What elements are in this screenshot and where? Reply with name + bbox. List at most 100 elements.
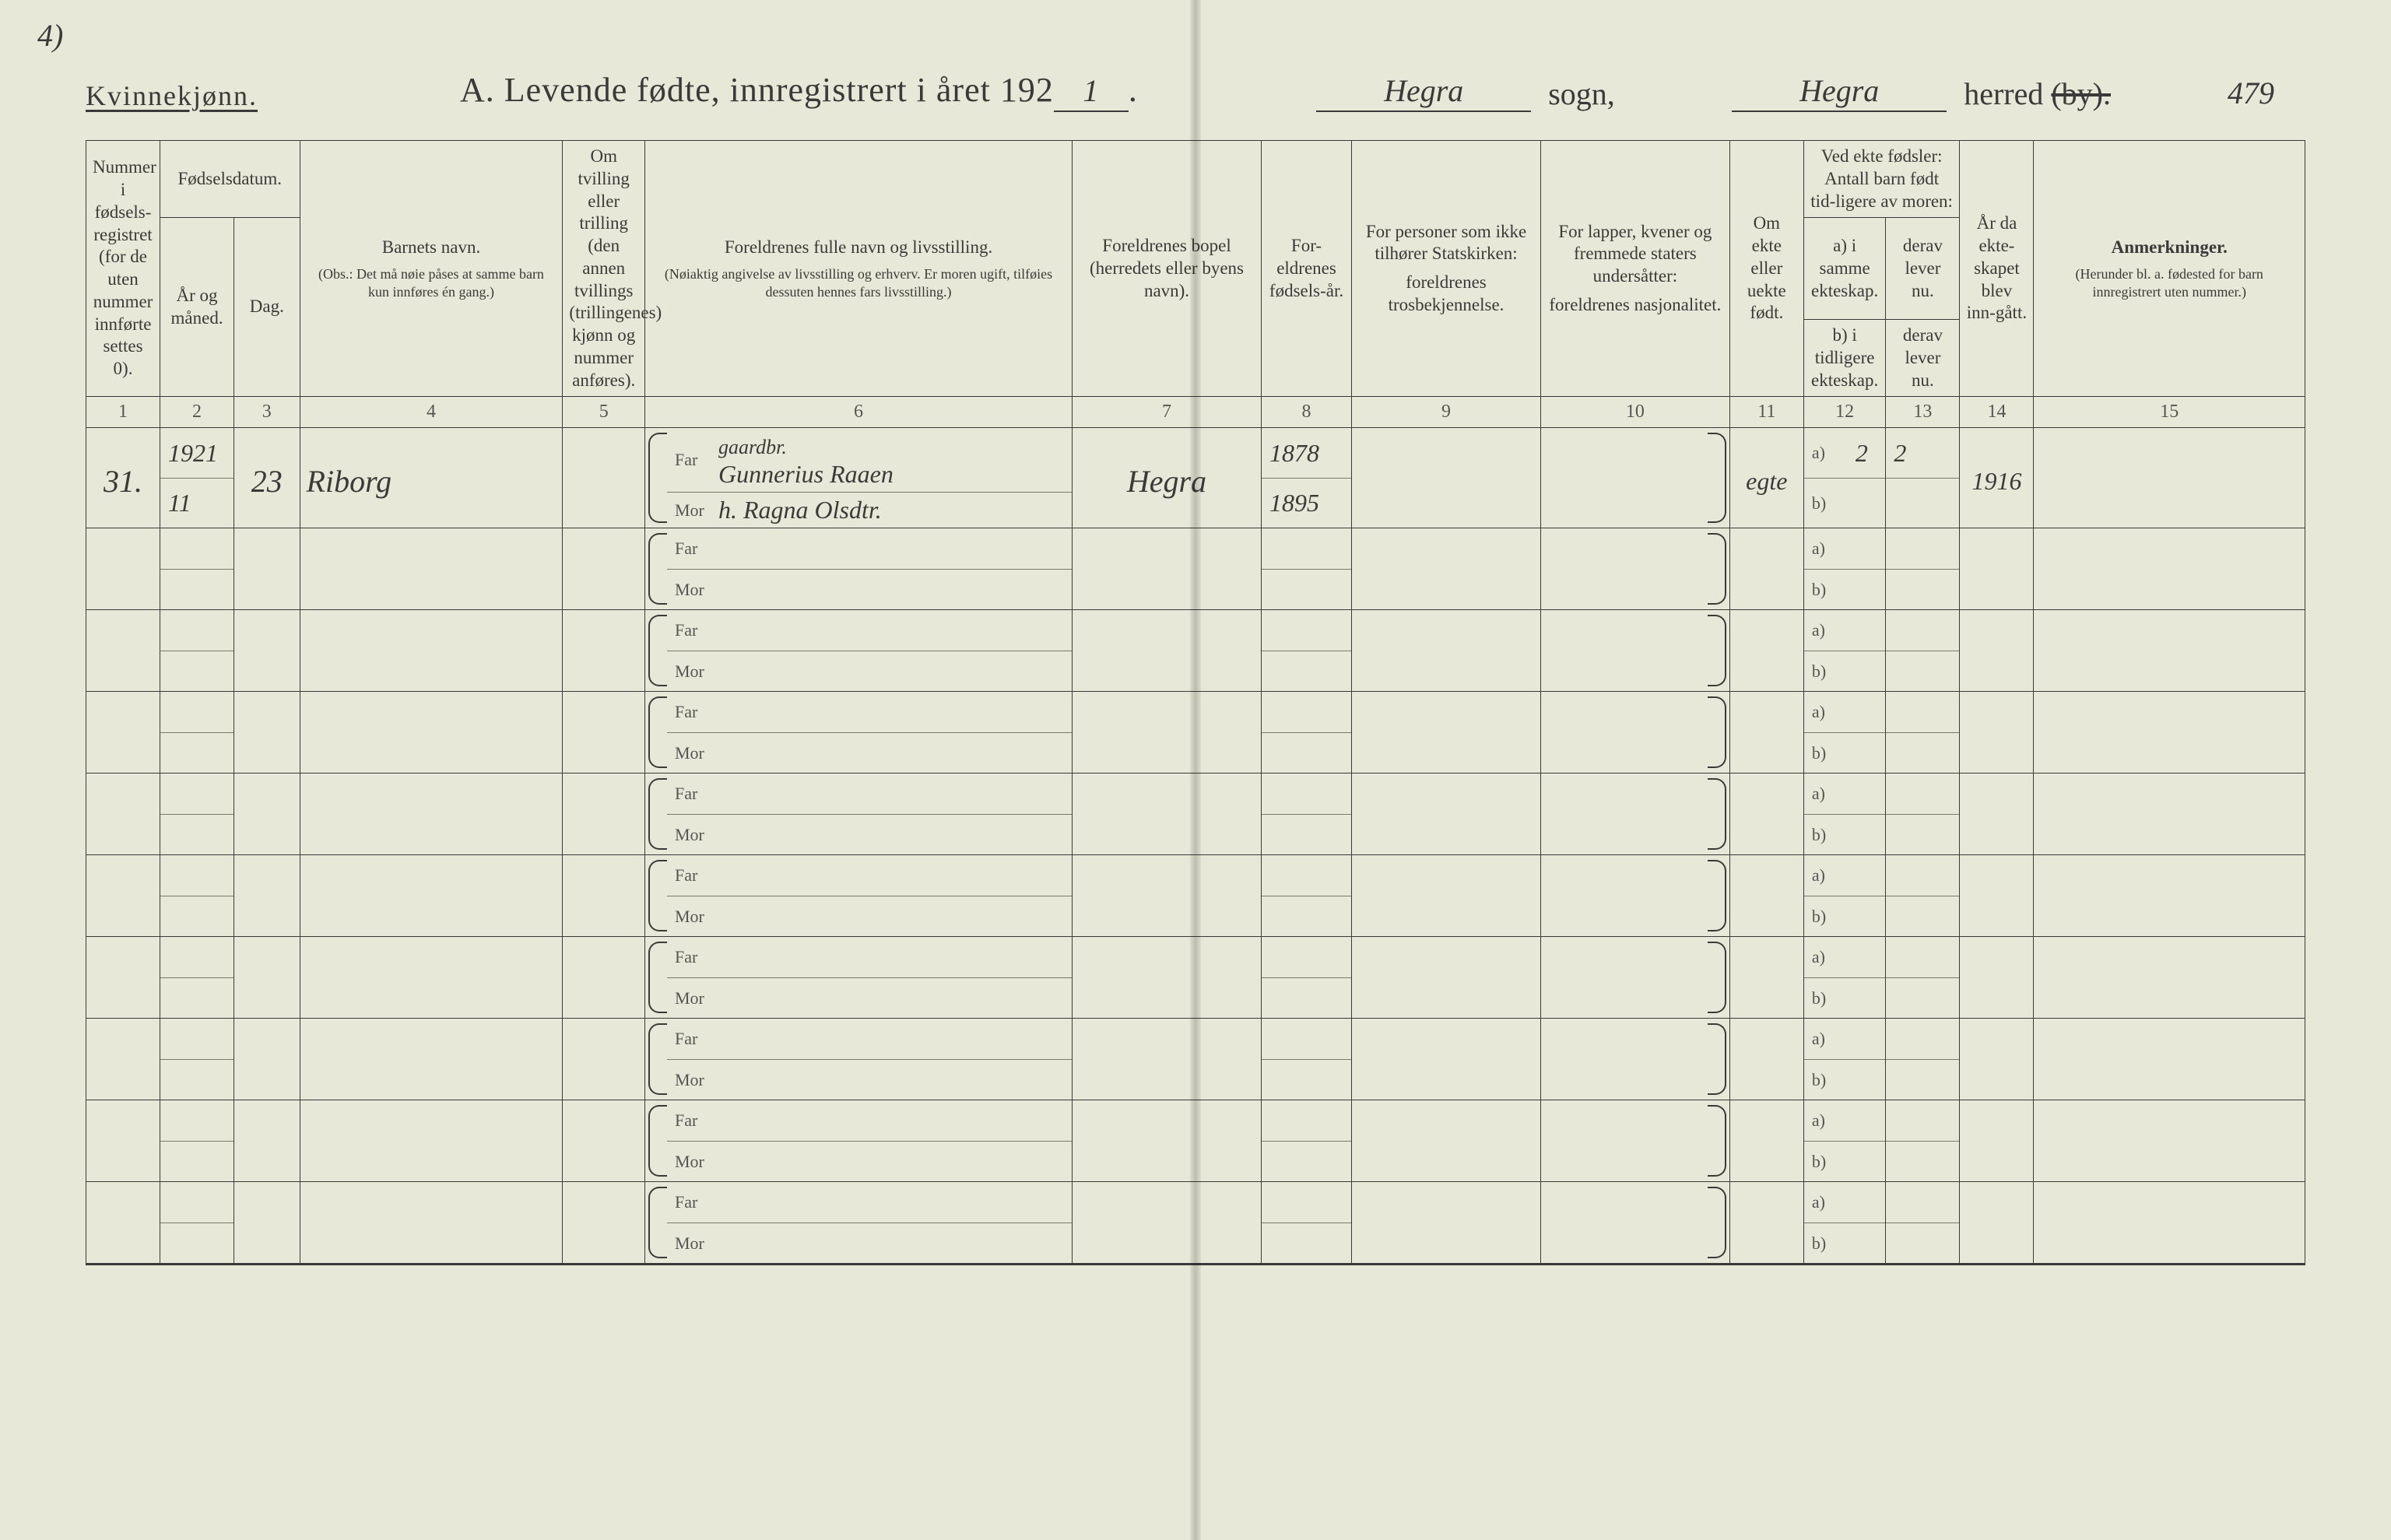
- c12b-line: b): [1804, 1059, 1886, 1100]
- cell: [234, 855, 300, 937]
- b-label: b): [1812, 825, 1846, 845]
- cell: [1073, 528, 1262, 610]
- father-line: Far: [667, 855, 1072, 896]
- a-label: a): [1812, 1192, 1846, 1212]
- cell: [1073, 1100, 1262, 1182]
- residence: Hegra: [1073, 428, 1261, 534]
- a-label: a): [1812, 947, 1846, 967]
- far-label: Far: [675, 702, 709, 722]
- year-fill: 1: [1054, 72, 1129, 112]
- cell: [1261, 1019, 1351, 1100]
- entry-number: [86, 610, 160, 697]
- mor-label: Mor: [675, 1233, 709, 1254]
- cell: [1073, 692, 1262, 774]
- religion: [1352, 1182, 1540, 1269]
- religion: [1352, 774, 1540, 861]
- marriage-year: [1960, 1100, 2033, 1187]
- col-6a: Foreldrenes fulle navn og livsstilling.: [651, 237, 1066, 259]
- mor-label: Mor: [675, 1152, 709, 1172]
- birth-year: [160, 692, 233, 732]
- colnum: 6: [645, 397, 1073, 428]
- mother-line: Mor: [667, 1059, 1072, 1100]
- mother-birthyear: [1262, 651, 1351, 692]
- page-header: Kvinnekjønn. A. Levende fødte, innregist…: [86, 70, 2305, 112]
- cell: [234, 1019, 300, 1100]
- corner-annotation: 4): [37, 17, 63, 54]
- cell: [1886, 855, 1960, 937]
- colnum: 14: [1960, 397, 2034, 428]
- cell: [234, 937, 300, 1019]
- child-name: [300, 774, 563, 861]
- cell: [160, 692, 234, 774]
- cell: a) b): [1803, 610, 1886, 692]
- cell: [234, 1100, 300, 1182]
- far-label: Far: [675, 947, 709, 967]
- cell: [1886, 610, 1960, 692]
- b-label: b): [1812, 1233, 1846, 1254]
- a-label: a): [1812, 443, 1846, 463]
- marriage-year: 1916: [1960, 428, 2033, 534]
- cell: [1540, 937, 1729, 1019]
- mother-line: Mor: [667, 732, 1072, 774]
- col-10-head: For lapper, kvener og fremmede staters u…: [1540, 141, 1729, 397]
- marriage-year: [1960, 528, 2033, 616]
- c12a-line: a): [1804, 692, 1886, 732]
- cell: [234, 692, 300, 774]
- cell: [1540, 1182, 1729, 1265]
- far-label: Far: [675, 1192, 709, 1212]
- cell: 2: [1886, 428, 1960, 528]
- remarks: [2034, 855, 2305, 942]
- mother-line: Mor: [667, 814, 1072, 855]
- brace-icon: [648, 1187, 667, 1258]
- religion: [1352, 1100, 1540, 1187]
- c12b-line: b): [1804, 977, 1886, 1019]
- cell: [1540, 528, 1729, 610]
- child-name: [300, 855, 563, 942]
- cell: [1729, 1019, 1803, 1100]
- cell: [1261, 774, 1351, 855]
- a-label: a): [1812, 1110, 1846, 1131]
- cell: [1352, 774, 1541, 855]
- mor-label: Mor: [675, 1070, 709, 1090]
- birth-year: [160, 774, 233, 814]
- residence: [1073, 1182, 1261, 1269]
- cell: [1886, 1182, 1960, 1265]
- cell: [1886, 692, 1960, 774]
- entry-number: [86, 692, 160, 779]
- cell: a) b): [1803, 692, 1886, 774]
- b-label: b): [1812, 907, 1846, 927]
- cell: Far Mor: [645, 528, 1073, 610]
- cell: [86, 937, 160, 1019]
- a-label: a): [1812, 702, 1846, 722]
- table-row: Far Mor a) b): [86, 1100, 2305, 1182]
- colnum: 1: [86, 397, 160, 428]
- c12a-live: [1886, 1019, 1959, 1059]
- title-main: A. Levende fødte, innregistrert i året 1…: [460, 70, 1138, 112]
- colnum: 4: [300, 397, 563, 428]
- birth-day: [234, 528, 299, 616]
- birth-month: [160, 814, 233, 855]
- table-row: Far Mor a) b): [86, 610, 2305, 692]
- cell: [1261, 692, 1351, 774]
- cell: [1540, 855, 1729, 937]
- cell: [86, 528, 160, 610]
- cell: [160, 528, 234, 610]
- residence: [1073, 774, 1261, 861]
- c12a-line: a)2: [1804, 428, 1886, 478]
- cell: [300, 1182, 563, 1265]
- residence: [1073, 692, 1261, 779]
- birth-year: [160, 937, 233, 977]
- birth-day: [234, 610, 299, 697]
- cell: [300, 1100, 563, 1182]
- c12b-line: b): [1804, 896, 1886, 937]
- cell: [234, 1182, 300, 1265]
- mother-line: Mor: [667, 569, 1072, 610]
- cell: [160, 1182, 234, 1265]
- b-label: b): [1812, 580, 1846, 600]
- cell: [2034, 1182, 2305, 1265]
- b-label: b): [1812, 1070, 1846, 1090]
- father-birthyear: [1262, 855, 1351, 896]
- legitimacy: [1730, 692, 1803, 779]
- col-15a: Anmerkninger.: [2040, 237, 2298, 259]
- cell: [300, 774, 563, 855]
